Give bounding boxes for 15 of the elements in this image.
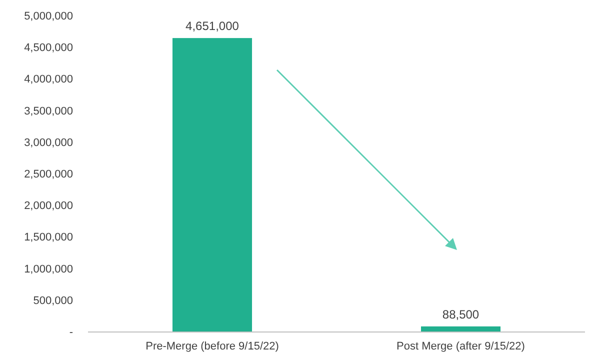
data-label: 88,500	[442, 307, 480, 322]
y-tick-label: 4,000,000	[24, 74, 73, 86]
y-tick-label: 4,500,000	[24, 42, 73, 54]
y-tick-label: 2,500,000	[24, 168, 73, 181]
y-tick-label: 5,000,000	[24, 10, 73, 23]
y-tick-label: 1,000,000	[24, 263, 73, 276]
y-tick-label: 1,500,000	[24, 232, 73, 244]
y-tick-label: 2,000,000	[24, 200, 73, 212]
x-tick-label: Post Merge (after 9/15/22)	[396, 340, 525, 352]
y-tick-label: 3,000,000	[24, 136, 73, 149]
y-tick-label: -	[69, 326, 74, 339]
data-label: 4,651,000	[186, 19, 240, 34]
y-tick-label: 500,000	[33, 294, 73, 307]
y-tick-label: 3,500,000	[24, 105, 73, 118]
x-tick-label: Pre-Merge (before 9/15/22)	[146, 340, 279, 352]
